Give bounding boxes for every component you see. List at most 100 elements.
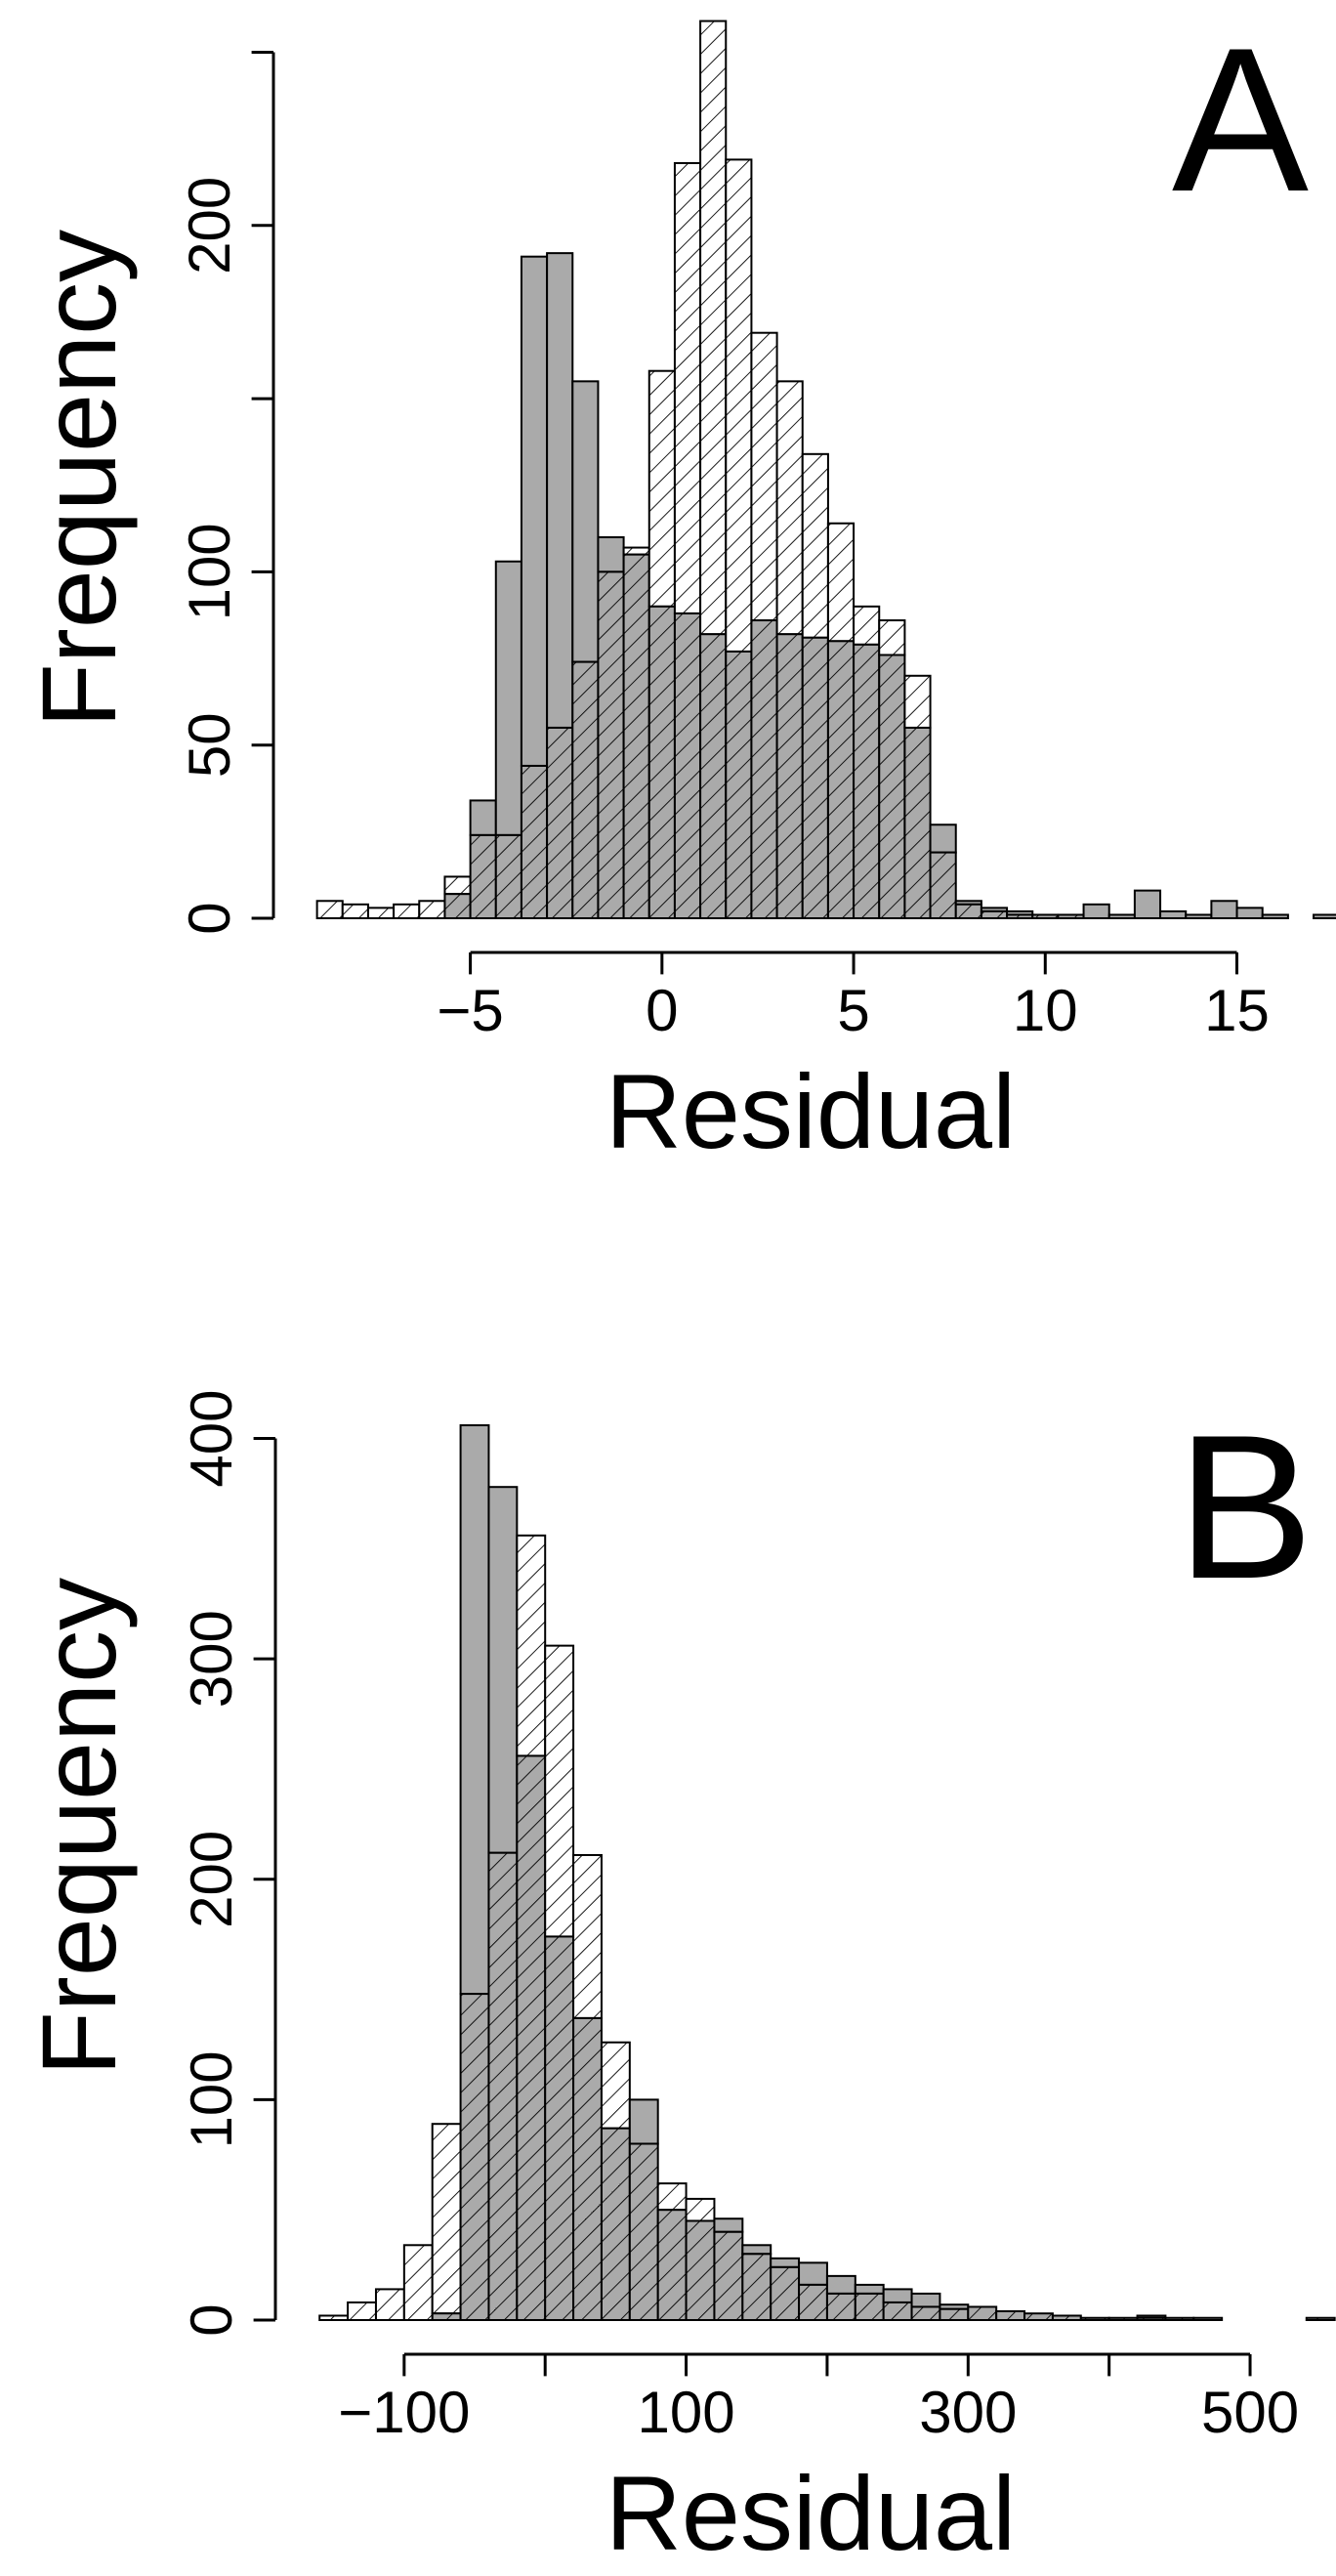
panel-b-bar-overlap [798, 2283, 828, 2321]
panel-a-bar-hatched [750, 331, 778, 622]
panel-a-bar-solid [597, 535, 625, 573]
panel-a-bar-hatched [826, 522, 856, 643]
panel-b-bar-solid [910, 2292, 941, 2308]
panel-b-bar-overlap [1079, 2316, 1110, 2321]
panel-a-bar-overlap [903, 726, 932, 920]
panel-b-x-tick-label: 100 [638, 2380, 735, 2445]
panel-a-bar-hatched [878, 619, 906, 656]
panel-a-bar-hatched [725, 158, 753, 653]
panel-a-x-tick-label: 0 [646, 978, 678, 1043]
panel-a-bar-overlap [443, 893, 472, 920]
panel-b-bar-overlap [1164, 2316, 1195, 2321]
panel-b-bar-solid [770, 2257, 801, 2268]
panel-b-bar-overlap [1305, 2316, 1336, 2321]
panel-a-bar-hatched [775, 380, 804, 636]
panel-a-bar-hatched [853, 605, 881, 646]
panel-a-y-tick-label: 0 [177, 902, 242, 934]
panel-b-bar-solid [487, 1486, 519, 1854]
panel-b-bar-hatched [656, 2182, 688, 2212]
panel-a-x-tick-label: 10 [1013, 978, 1078, 1043]
panel-a-y-tick-label: 100 [177, 523, 242, 620]
panel-b-bar-solid [459, 1424, 490, 1996]
panel-b-x-tick-label: 300 [919, 2380, 1017, 2445]
panel-a-bar-overlap [571, 660, 600, 919]
panel-a-x-tick-label: 5 [837, 978, 869, 1043]
panel-a-bar-solid [1235, 907, 1264, 919]
panel-b-bar-overlap [685, 2219, 716, 2321]
panel-a-bar-overlap [469, 833, 497, 920]
panel-b-bar-hatched [402, 2244, 434, 2322]
panel-a-bar-hatched [622, 546, 650, 556]
panel-a-bar-hatched [443, 875, 472, 896]
panel-b-bar-solid [713, 2217, 744, 2233]
panel-a-y-tick-label: 50 [177, 712, 242, 778]
panel-b-x-tick-label: 500 [1201, 2380, 1299, 2445]
panel-a-bar-solid [1210, 900, 1238, 919]
panel-a-bar-overlap [1006, 913, 1034, 920]
panel-a-bar-overlap [826, 640, 856, 919]
panel-b-bar-overlap [1107, 2316, 1139, 2321]
panel-b-bar-hatched [374, 2288, 405, 2321]
panel-a-bar-hatched [673, 161, 702, 614]
panel-b-bar-solid [741, 2244, 772, 2256]
panel-a-bar-overlap [622, 553, 650, 920]
panel-b-bar-overlap [459, 1993, 490, 2321]
panel-a-bar-solid [1185, 913, 1213, 920]
panel-a-bar-solid [1082, 903, 1110, 919]
panel-a-bar-hatched [341, 903, 369, 919]
panel-b-bar-overlap [628, 2142, 659, 2322]
panel-a-bar-overlap [1057, 913, 1085, 920]
panel-a-bar-solid [469, 799, 497, 836]
panel-b-bar-overlap [939, 2307, 970, 2321]
panel-b-bar-overlap [713, 2230, 744, 2322]
panel-a-y-axis-label: Frequency [20, 230, 138, 728]
panel-b-bar-overlap [516, 1754, 547, 2321]
panel-b-bar-hatched [544, 1644, 575, 1938]
panel-a-x-tick-label: −5 [437, 978, 503, 1043]
panel-a-bar-solid [1133, 889, 1162, 920]
panel-a-x-tick-label: 15 [1204, 978, 1270, 1043]
panel-b-bar-hatched [347, 2301, 377, 2321]
panel-a-bar-hatched [418, 900, 446, 919]
panel-b-x-tick-label: −100 [338, 2380, 470, 2445]
panel-b-bar-overlap [1023, 2312, 1054, 2321]
panel-b-bar-overlap [487, 1851, 519, 2321]
panel-b-bar-hatched [685, 2197, 716, 2222]
panel-b-bar-hatched [572, 1853, 603, 2019]
panel-a-bar-overlap [878, 654, 906, 919]
panel-b-y-axis-label: Frequency [20, 1578, 138, 2076]
panel-b-plot: −100 100 300 500 0 100 200 300 400 [179, 1390, 1336, 2445]
panel-b-bar-solid [825, 2274, 856, 2295]
panel-a-bar-overlap [494, 833, 522, 920]
panel-a-bar-solid [1107, 913, 1136, 920]
panel-b-bar-hatched [318, 2314, 350, 2321]
panel-a-bar-solid [1261, 913, 1289, 920]
panel-b-bar-solid [1192, 2316, 1224, 2321]
panel-b-bar-overlap [967, 2305, 998, 2321]
panel-a-bar-solid [1313, 913, 1336, 920]
panel-b-bar-overlap [770, 2265, 801, 2322]
panel-a: −5 0 5 10 15 0 50 100 200 A Residual Frequency [20, 5, 1336, 1170]
panel-b-bar-solid [882, 2288, 913, 2303]
panel-a-bar-overlap [750, 619, 778, 919]
panel-b-bar-solid [798, 2261, 828, 2286]
panel-a-bar-solid [520, 255, 549, 767]
panel-b-y-tick-label: 400 [179, 1390, 244, 1488]
panel-a-bar-overlap [801, 636, 829, 919]
panel-b-bar-overlap [656, 2209, 688, 2321]
panel-a-bar-overlap [699, 633, 728, 919]
panel-a-bar-overlap [520, 764, 549, 919]
panel-a-bar-overlap [1031, 913, 1060, 920]
panel-a-bar-solid [546, 252, 574, 729]
panel-b-bar-overlap [544, 1935, 575, 2321]
panel-b-bar-overlap [995, 2309, 1026, 2321]
panel-b-y-tick-label: 200 [179, 1831, 244, 1928]
panel-b-bar-overlap [600, 2127, 631, 2321]
panel-b-bar-overlap [431, 2312, 462, 2321]
panel-a-bar-hatched [801, 452, 829, 639]
panel-a-bar-overlap [647, 605, 676, 919]
panel-a-bar-hatched [647, 369, 676, 608]
panel-a-bar-hatched [315, 900, 344, 919]
panel-a-plot: −5 0 5 10 15 0 50 100 200 [177, 20, 1336, 1043]
panel-a-bar-hatched [699, 20, 728, 636]
